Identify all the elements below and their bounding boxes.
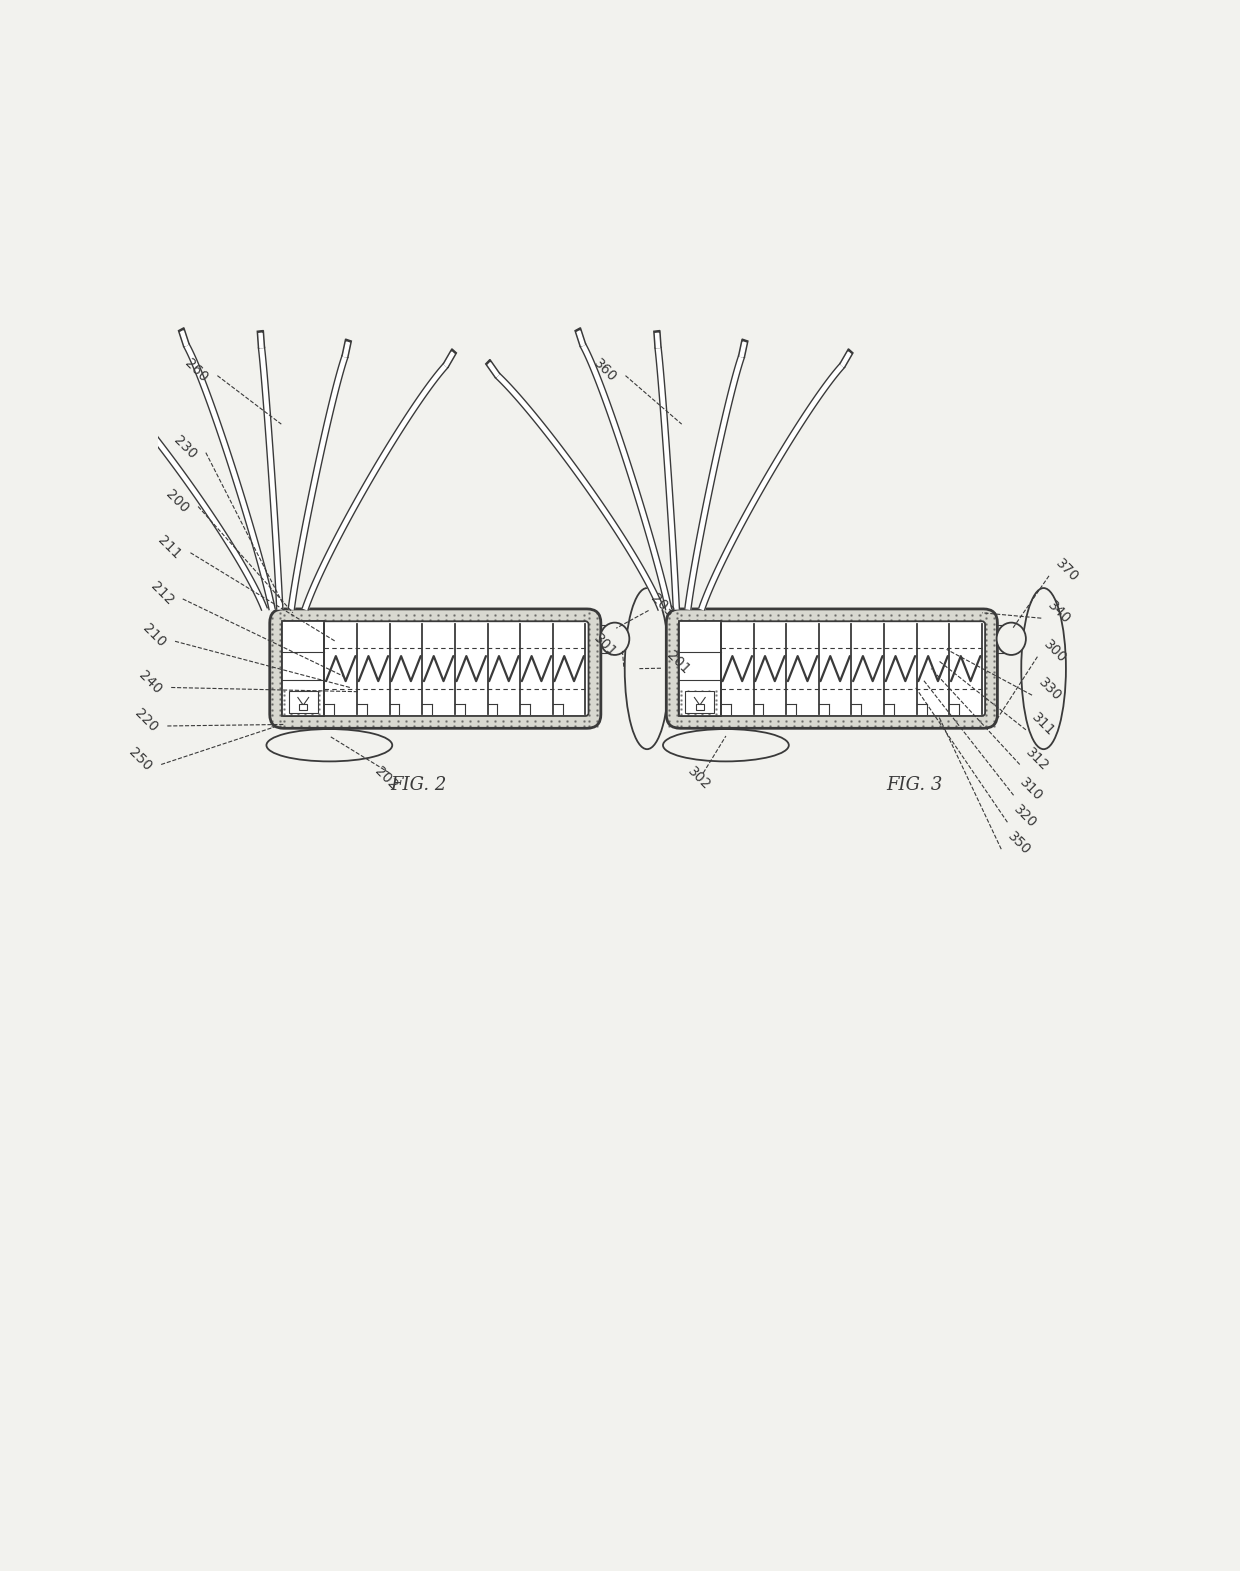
Text: 302: 302 <box>686 764 714 793</box>
Bar <box>289 691 317 713</box>
Polygon shape <box>655 347 680 610</box>
Ellipse shape <box>663 729 789 762</box>
Polygon shape <box>580 344 672 610</box>
Text: 250: 250 <box>126 745 155 773</box>
Polygon shape <box>486 360 500 377</box>
Text: 370: 370 <box>1053 556 1081 584</box>
Text: FIG. 2: FIG. 2 <box>391 776 446 793</box>
Polygon shape <box>577 331 584 346</box>
Polygon shape <box>343 342 350 357</box>
Polygon shape <box>92 363 102 377</box>
Ellipse shape <box>997 622 1025 655</box>
Text: 310: 310 <box>1017 776 1045 804</box>
Bar <box>281 621 325 716</box>
Polygon shape <box>303 363 448 610</box>
Polygon shape <box>739 339 748 358</box>
Text: FIG. 3: FIG. 3 <box>887 776 942 793</box>
Bar <box>678 621 720 716</box>
Polygon shape <box>489 363 498 377</box>
Polygon shape <box>740 342 746 357</box>
Text: 320: 320 <box>1011 803 1039 831</box>
Text: 201: 201 <box>663 649 692 677</box>
Polygon shape <box>684 355 744 610</box>
Polygon shape <box>257 330 264 349</box>
Polygon shape <box>184 344 275 610</box>
Polygon shape <box>575 328 585 347</box>
Text: 311: 311 <box>1029 710 1058 738</box>
Text: 340: 340 <box>1045 599 1074 627</box>
Text: 212: 212 <box>148 580 176 608</box>
FancyBboxPatch shape <box>678 621 985 716</box>
Text: 202: 202 <box>372 764 399 793</box>
Text: 203: 203 <box>649 591 677 619</box>
Polygon shape <box>699 363 844 610</box>
FancyBboxPatch shape <box>281 621 589 716</box>
Bar <box>696 704 703 710</box>
Polygon shape <box>99 374 267 610</box>
Polygon shape <box>342 339 351 358</box>
Text: 300: 300 <box>1040 638 1069 666</box>
Text: 220: 220 <box>133 707 161 735</box>
Text: 330: 330 <box>1035 676 1064 704</box>
Polygon shape <box>444 349 456 368</box>
Text: 360: 360 <box>590 357 619 385</box>
Text: 230: 230 <box>171 434 200 462</box>
Polygon shape <box>181 331 187 346</box>
Text: 301: 301 <box>590 632 619 660</box>
Text: 210: 210 <box>140 622 169 650</box>
Polygon shape <box>839 349 853 368</box>
Polygon shape <box>259 333 263 347</box>
Text: 312: 312 <box>1023 745 1052 773</box>
Polygon shape <box>841 352 851 366</box>
FancyBboxPatch shape <box>666 610 997 729</box>
Polygon shape <box>495 374 663 610</box>
Polygon shape <box>656 333 660 347</box>
Polygon shape <box>258 347 283 610</box>
Ellipse shape <box>1022 588 1066 749</box>
Text: 350: 350 <box>1004 829 1033 858</box>
Polygon shape <box>89 360 103 377</box>
Bar <box>299 704 308 710</box>
Ellipse shape <box>600 622 630 655</box>
Polygon shape <box>653 330 661 349</box>
Ellipse shape <box>625 588 670 749</box>
Bar <box>686 691 714 713</box>
Text: 200: 200 <box>164 487 192 515</box>
Polygon shape <box>179 328 190 347</box>
Text: 260: 260 <box>182 357 211 385</box>
Ellipse shape <box>267 729 392 762</box>
Text: 211: 211 <box>155 533 184 562</box>
Text: 240: 240 <box>136 668 165 696</box>
FancyBboxPatch shape <box>270 610 601 729</box>
Polygon shape <box>288 355 348 610</box>
Polygon shape <box>445 352 454 366</box>
